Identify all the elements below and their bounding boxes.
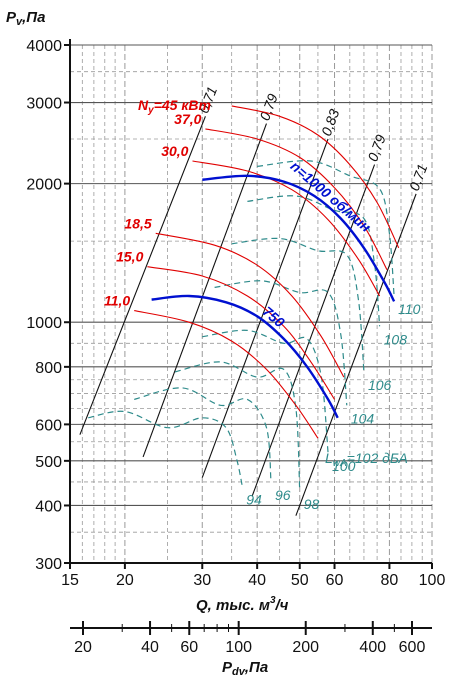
power-curve bbox=[147, 266, 335, 400]
y-tick-label: 1000 bbox=[26, 315, 62, 332]
efficiency-line bbox=[295, 193, 417, 516]
x2-tick-label: 40 bbox=[141, 639, 159, 656]
noise-label: 104 bbox=[351, 410, 375, 426]
speed-curve bbox=[151, 294, 339, 419]
efficiency-label: 0,83 bbox=[318, 107, 343, 138]
y-tick-label: 2000 bbox=[26, 177, 62, 194]
efficiency-label: 0,71 bbox=[406, 162, 431, 193]
x-tick-label: 30 bbox=[193, 572, 211, 589]
y-tick-label: 4000 bbox=[26, 38, 62, 55]
power-curve bbox=[205, 128, 388, 271]
noise-label: 98 bbox=[304, 496, 320, 512]
x2-axis-label: Pdv,Па bbox=[222, 659, 268, 678]
power-label: 37,0 bbox=[174, 111, 201, 127]
noise-label: 96 bbox=[275, 487, 291, 503]
power-curves: 37,0 30,0 18,5 15,0 11,0 bbox=[104, 105, 400, 439]
efficiency-label: 0,79 bbox=[364, 132, 389, 163]
x-axis-label: Q, тыс. м3/ч bbox=[196, 595, 289, 614]
noise-curve bbox=[257, 160, 395, 297]
y-tick-label: 400 bbox=[35, 498, 62, 515]
noise-curve bbox=[202, 329, 329, 454]
y-tick-label: 300 bbox=[35, 556, 62, 573]
noise-label: 110 bbox=[398, 301, 421, 317]
power-curve bbox=[231, 105, 400, 249]
power-curve bbox=[134, 310, 319, 439]
x2-tick-label: 60 bbox=[180, 639, 198, 656]
efficiency-line bbox=[251, 164, 376, 496]
x-tick-label: 100 bbox=[419, 572, 446, 589]
x2-tick-label: 200 bbox=[292, 639, 319, 656]
x-tick-label: 40 bbox=[248, 572, 266, 589]
x2-tick-label: 20 bbox=[74, 639, 92, 656]
efficiency-lines: 0,71 0,79 0,830,790,71 bbox=[79, 84, 431, 516]
axis-tick-labels: 300 400 500 600 800 1000 2000 3000 4000 15 20 30 40 5… bbox=[26, 38, 445, 656]
y-tick-label: 600 bbox=[35, 417, 62, 434]
noise-label: 108 bbox=[384, 331, 408, 347]
efficiency-line bbox=[79, 116, 206, 435]
noise-label: 100 bbox=[332, 458, 356, 474]
power-label: 11,0 bbox=[104, 293, 130, 309]
x2-tick-label: 400 bbox=[359, 639, 386, 656]
x2-tick-label: 600 bbox=[399, 639, 426, 656]
noise-curve bbox=[214, 280, 348, 406]
noise-curve bbox=[134, 387, 272, 482]
y-tick-label: 800 bbox=[35, 360, 62, 377]
power-label-45: Nу=45 кВт bbox=[138, 97, 211, 116]
power-label: 30,0 bbox=[161, 143, 188, 159]
x-tick-label: 60 bbox=[326, 572, 344, 589]
x2-tick-label: 100 bbox=[225, 639, 252, 656]
x-tick-label: 20 bbox=[116, 572, 134, 589]
noise-label: 106 bbox=[368, 377, 392, 393]
y-tick-label: 500 bbox=[35, 454, 62, 471]
efficiency-line bbox=[142, 123, 267, 458]
power-label: 15,0 bbox=[116, 249, 143, 265]
noise-curve bbox=[88, 410, 243, 487]
power-label: 18,5 bbox=[124, 215, 151, 231]
noise-label: 94 bbox=[246, 491, 262, 507]
y-axis-label: Pv,Па bbox=[6, 9, 45, 28]
axes bbox=[64, 39, 433, 635]
x-tick-label: 50 bbox=[291, 572, 309, 589]
noise-base-label: LwA=102 дБА bbox=[325, 450, 408, 469]
y-tick-label: 3000 bbox=[26, 96, 62, 113]
noise-curve bbox=[247, 195, 381, 327]
x-tick-label: 15 bbox=[61, 572, 79, 589]
noise-curve bbox=[231, 237, 365, 372]
noise-curves: 94 96 98 100 104 106 108 110 bbox=[88, 160, 421, 512]
power-curve bbox=[155, 232, 345, 378]
speed-curve bbox=[202, 174, 396, 302]
x-tick-label: 80 bbox=[381, 572, 399, 589]
noise-curve bbox=[174, 361, 301, 492]
power-curve bbox=[192, 160, 381, 297]
efficiency-label: 0,79 bbox=[256, 91, 281, 122]
